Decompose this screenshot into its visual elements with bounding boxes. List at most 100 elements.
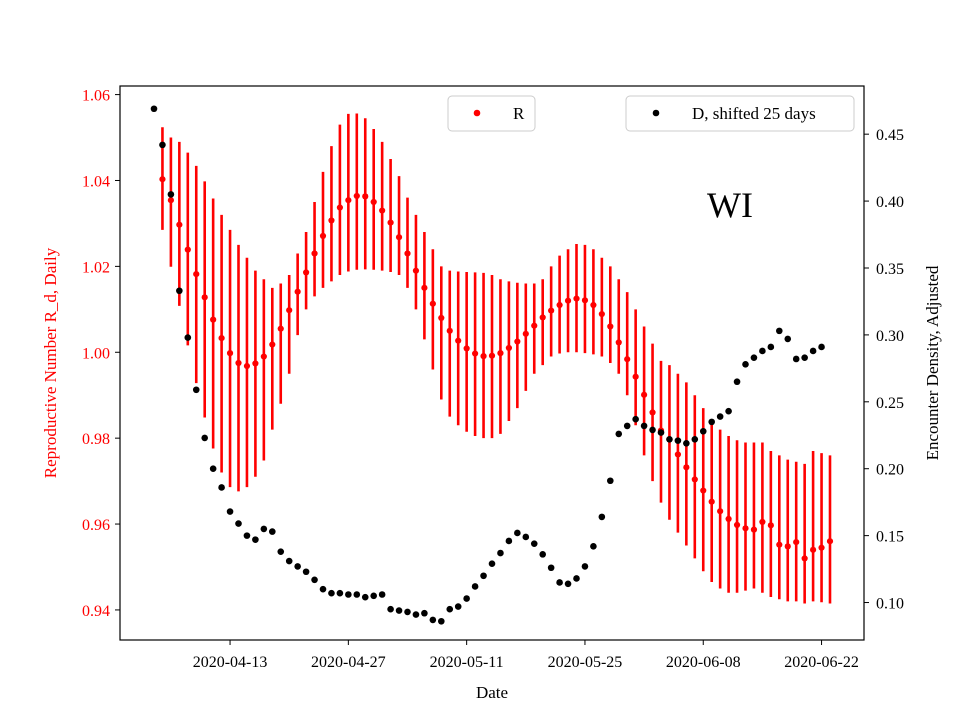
d-point bbox=[809, 347, 817, 355]
d-point bbox=[277, 548, 285, 555]
y-right-tick-label: 0.10 bbox=[876, 596, 904, 613]
r-point bbox=[480, 353, 487, 360]
y-left-tick-label: 1.04 bbox=[82, 173, 110, 190]
r-point bbox=[243, 362, 251, 370]
r-point bbox=[328, 217, 335, 224]
r-point bbox=[303, 269, 310, 276]
y-right-axis-label: Encounter Density, Adjusted bbox=[923, 265, 942, 460]
r-point bbox=[235, 359, 242, 367]
r-point bbox=[573, 295, 580, 302]
d-point bbox=[640, 422, 648, 430]
d-point bbox=[480, 572, 487, 580]
r-point bbox=[548, 307, 555, 314]
d-point bbox=[370, 592, 378, 600]
r-point bbox=[404, 250, 411, 257]
d-point bbox=[378, 591, 386, 598]
d-point bbox=[733, 378, 741, 386]
d-point bbox=[556, 579, 563, 586]
d-point bbox=[547, 564, 555, 572]
d-point bbox=[539, 551, 546, 558]
y-left-axis-label: Reproductive Number R_d, Daily bbox=[41, 247, 60, 478]
d-point bbox=[353, 591, 361, 598]
d-point bbox=[336, 589, 344, 597]
r-point bbox=[429, 300, 436, 307]
r-point bbox=[624, 356, 631, 363]
d-point bbox=[522, 533, 530, 541]
r-point bbox=[184, 246, 191, 253]
legend-r[interactable]: R bbox=[447, 95, 536, 132]
r-point bbox=[590, 301, 597, 309]
d-point bbox=[404, 608, 411, 616]
y-right-tick-label: 0.35 bbox=[876, 261, 904, 278]
d-point bbox=[598, 513, 606, 521]
y-left-tick-label: 1.00 bbox=[82, 345, 110, 362]
r-point bbox=[598, 310, 605, 318]
r-point bbox=[193, 271, 200, 278]
d-point bbox=[632, 415, 639, 423]
r-point bbox=[277, 325, 284, 332]
r-point bbox=[294, 288, 301, 295]
r-point bbox=[336, 204, 343, 211]
legend-r-box bbox=[447, 95, 536, 132]
d-point bbox=[505, 537, 513, 545]
r-point bbox=[564, 297, 572, 304]
legend-d-marker bbox=[652, 109, 660, 117]
r-point bbox=[455, 337, 462, 344]
r-point bbox=[615, 339, 622, 346]
r-point bbox=[505, 344, 512, 352]
y-left-tick-label: 1.02 bbox=[82, 259, 110, 276]
d-point bbox=[361, 593, 369, 601]
legend-r-marker bbox=[473, 109, 481, 117]
axes-layer: 2020-04-13 2020-04-27 2020-05-11 2020-05-25… bbox=[82, 88, 904, 671]
d-point bbox=[319, 585, 327, 593]
x-tick-label: 2020-04-27 bbox=[311, 654, 386, 671]
r-point bbox=[387, 219, 394, 226]
r-point bbox=[514, 338, 521, 345]
r-point bbox=[733, 521, 741, 529]
r-point bbox=[446, 327, 453, 334]
d-point bbox=[421, 609, 428, 617]
d-point bbox=[699, 427, 707, 435]
d-point bbox=[184, 334, 192, 341]
d-point bbox=[438, 617, 445, 625]
r-point bbox=[767, 522, 774, 529]
y-right-tick-label: 0.40 bbox=[876, 194, 904, 211]
d-point bbox=[759, 347, 766, 355]
d-point bbox=[269, 528, 276, 535]
state-annotation: WI bbox=[707, 185, 753, 225]
d-point bbox=[345, 591, 352, 598]
d-point bbox=[607, 477, 614, 485]
r-point bbox=[810, 546, 817, 553]
d-point bbox=[784, 335, 792, 343]
r-point bbox=[818, 544, 825, 551]
d-point bbox=[776, 327, 783, 335]
d-point bbox=[623, 422, 631, 430]
d-point bbox=[742, 361, 749, 368]
d-point bbox=[387, 605, 394, 613]
r-point bbox=[159, 176, 166, 183]
d-point bbox=[192, 386, 200, 394]
legend-d[interactable]: D, shifted 25 days bbox=[625, 95, 855, 132]
r-point bbox=[700, 487, 707, 494]
x-tick-label: 2020-06-22 bbox=[784, 654, 859, 671]
d-point bbox=[159, 141, 166, 149]
d-point bbox=[792, 355, 800, 363]
r-point bbox=[176, 221, 183, 228]
d-point bbox=[412, 611, 420, 618]
r-point bbox=[683, 464, 690, 471]
r-point bbox=[632, 373, 639, 380]
r-point bbox=[522, 330, 529, 337]
d-point bbox=[463, 595, 470, 602]
r-point bbox=[742, 525, 749, 532]
d-point bbox=[683, 439, 690, 447]
d-point bbox=[201, 434, 208, 442]
d-point bbox=[564, 580, 572, 588]
d-point bbox=[590, 543, 597, 550]
r-point bbox=[607, 323, 614, 330]
x-tick-label: 2020-05-11 bbox=[430, 654, 504, 671]
d-point bbox=[260, 525, 268, 533]
r-point bbox=[395, 234, 403, 241]
d-point bbox=[497, 549, 504, 557]
r-point bbox=[269, 341, 276, 348]
d-point bbox=[514, 529, 521, 537]
